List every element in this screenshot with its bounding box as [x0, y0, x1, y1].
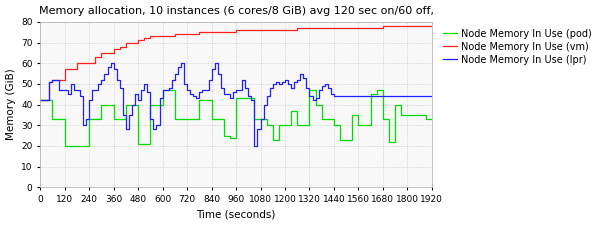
- Node Memory In Use (vm): [43, 99, 50, 102]
- Node Memory In Use (lpr): [107, 62, 114, 65]
- Node Memory In Use (vm): [98, 52, 105, 54]
- Node Memory In Use (vm): [46, 81, 53, 83]
- Node Memory In Use (vm): [61, 68, 68, 71]
- Node Memory In Use (vm): [281, 29, 289, 32]
- Node Memory In Use (lpr): [428, 95, 436, 98]
- Legend: Node Memory In Use (pod), Node Memory In Use (vm), Node Memory In Use (lpr): Node Memory In Use (pod), Node Memory In…: [440, 27, 594, 66]
- Node Memory In Use (vm): [67, 68, 74, 71]
- Node Memory In Use (vm): [355, 27, 362, 29]
- Node Memory In Use (vm): [140, 37, 148, 40]
- Node Memory In Use (vm): [428, 25, 436, 27]
- Line: Node Memory In Use (vm): Node Memory In Use (vm): [40, 26, 432, 100]
- Node Memory In Use (vm): [92, 56, 99, 58]
- Line: Node Memory In Use (pod): Node Memory In Use (pod): [40, 90, 541, 148]
- Node Memory In Use (lpr): [199, 89, 206, 91]
- Node Memory In Use (pod): [229, 136, 236, 139]
- Node Memory In Use (pod): [360, 124, 367, 127]
- Node Memory In Use (vm): [147, 35, 154, 38]
- Node Memory In Use (vm): [220, 31, 227, 34]
- Node Memory In Use (vm): [110, 47, 117, 50]
- Node Memory In Use (vm): [196, 31, 203, 34]
- Node Memory In Use (vm): [134, 39, 142, 42]
- Node Memory In Use (vm): [171, 33, 178, 36]
- Node Memory In Use (lpr): [251, 144, 258, 147]
- Node Memory In Use (vm): [184, 33, 191, 36]
- Node Memory In Use (vm): [232, 29, 239, 32]
- Node Memory In Use (vm): [331, 27, 338, 29]
- Y-axis label: Memory (GiB): Memory (GiB): [5, 69, 16, 140]
- Node Memory In Use (vm): [257, 29, 264, 32]
- Node Memory In Use (vm): [208, 31, 215, 34]
- Node Memory In Use (pod): [37, 99, 44, 102]
- Node Memory In Use (vm): [55, 79, 62, 81]
- Node Memory In Use (vm): [318, 27, 325, 29]
- Title: Memory allocation, 10 instances (6 cores/8 GiB) avg 120 sec on/60 off,: Memory allocation, 10 instances (6 cores…: [38, 6, 434, 16]
- Node Memory In Use (vm): [343, 27, 350, 29]
- Node Memory In Use (pod): [440, 147, 448, 149]
- Node Memory In Use (lpr): [299, 72, 306, 75]
- Node Memory In Use (vm): [245, 29, 252, 32]
- Node Memory In Use (vm): [37, 99, 44, 102]
- Node Memory In Use (vm): [49, 79, 56, 81]
- Node Memory In Use (vm): [416, 25, 423, 27]
- Node Memory In Use (vm): [86, 62, 93, 65]
- Node Memory In Use (lpr): [46, 81, 53, 83]
- Node Memory In Use (vm): [116, 45, 124, 48]
- Node Memory In Use (vm): [367, 27, 374, 29]
- Node Memory In Use (pod): [493, 130, 500, 133]
- Line: Node Memory In Use (lpr): Node Memory In Use (lpr): [40, 63, 432, 146]
- Node Memory In Use (pod): [159, 89, 166, 91]
- Node Memory In Use (pod): [538, 132, 545, 135]
- Node Memory In Use (pod): [449, 147, 457, 149]
- Node Memory In Use (vm): [392, 25, 399, 27]
- Node Memory In Use (vm): [269, 29, 277, 32]
- Node Memory In Use (vm): [404, 25, 411, 27]
- Node Memory In Use (pod): [92, 118, 99, 120]
- Node Memory In Use (vm): [122, 41, 130, 44]
- Node Memory In Use (lpr): [37, 99, 44, 102]
- X-axis label: Time (seconds): Time (seconds): [196, 209, 276, 219]
- Node Memory In Use (vm): [293, 27, 301, 29]
- Node Memory In Use (vm): [159, 35, 166, 38]
- Node Memory In Use (vm): [73, 62, 80, 65]
- Node Memory In Use (vm): [379, 25, 386, 27]
- Node Memory In Use (vm): [306, 27, 313, 29]
- Node Memory In Use (lpr): [245, 95, 252, 98]
- Node Memory In Use (lpr): [71, 89, 79, 91]
- Node Memory In Use (lpr): [311, 99, 318, 102]
- Node Memory In Use (pod): [460, 114, 467, 116]
